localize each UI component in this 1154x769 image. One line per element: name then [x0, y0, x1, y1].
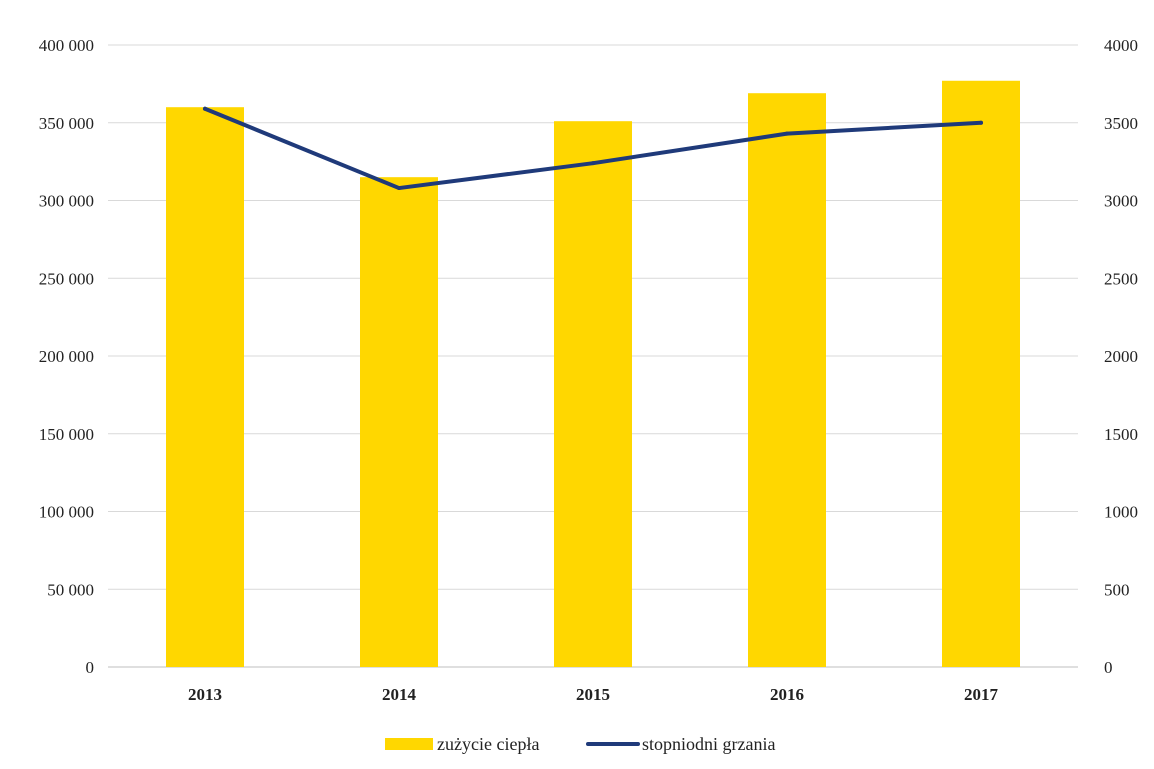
- y-left-tick-label: 0: [86, 658, 95, 677]
- line-point: [591, 161, 595, 166]
- y-right-tick-label: 3500: [1104, 114, 1138, 133]
- bar: [942, 80, 1020, 667]
- y-right-tick-label: 2000: [1104, 347, 1138, 366]
- y-left-tick-label: 150 000: [39, 425, 94, 444]
- y-left-tick-label: 250 000: [39, 269, 94, 288]
- y-right-tick-label: 500: [1104, 580, 1130, 599]
- y-left-tick-label: 300 000: [39, 192, 94, 211]
- y-left-tick-label: 350 000: [39, 114, 94, 133]
- y-left-tick-label: 100 000: [39, 503, 94, 522]
- x-tick-label: 2013: [188, 685, 222, 704]
- x-tick-label: 2014: [382, 685, 417, 704]
- x-tick-label: 2015: [576, 685, 610, 704]
- y-right-tick-label: 2500: [1104, 269, 1138, 288]
- y-right-tick-label: 0: [1104, 658, 1113, 677]
- line-point: [979, 120, 983, 125]
- line-point: [785, 131, 789, 136]
- bar: [166, 107, 244, 667]
- y-left-tick-label: 200 000: [39, 347, 94, 366]
- bar: [748, 93, 826, 667]
- bar: [554, 121, 632, 667]
- y-left-tick-label: 50 000: [47, 580, 94, 599]
- y-right-tick-label: 3000: [1104, 192, 1138, 211]
- y-right-tick-label: 1500: [1104, 425, 1138, 444]
- legend-label-line: stopniodni grzania: [642, 734, 775, 754]
- line-point: [203, 106, 207, 111]
- x-tick-label: 2016: [770, 685, 804, 704]
- bar: [360, 177, 438, 668]
- y-right-tick-label: 1000: [1104, 503, 1138, 522]
- legend-swatch-bar: [385, 738, 433, 750]
- line-point: [397, 186, 401, 191]
- y-left-tick-label: 400 000: [39, 36, 94, 55]
- legend-label-bar: zużycie ciepła: [437, 734, 539, 754]
- x-tick-label: 2017: [964, 685, 999, 704]
- y-right-tick-label: 4000: [1104, 36, 1138, 55]
